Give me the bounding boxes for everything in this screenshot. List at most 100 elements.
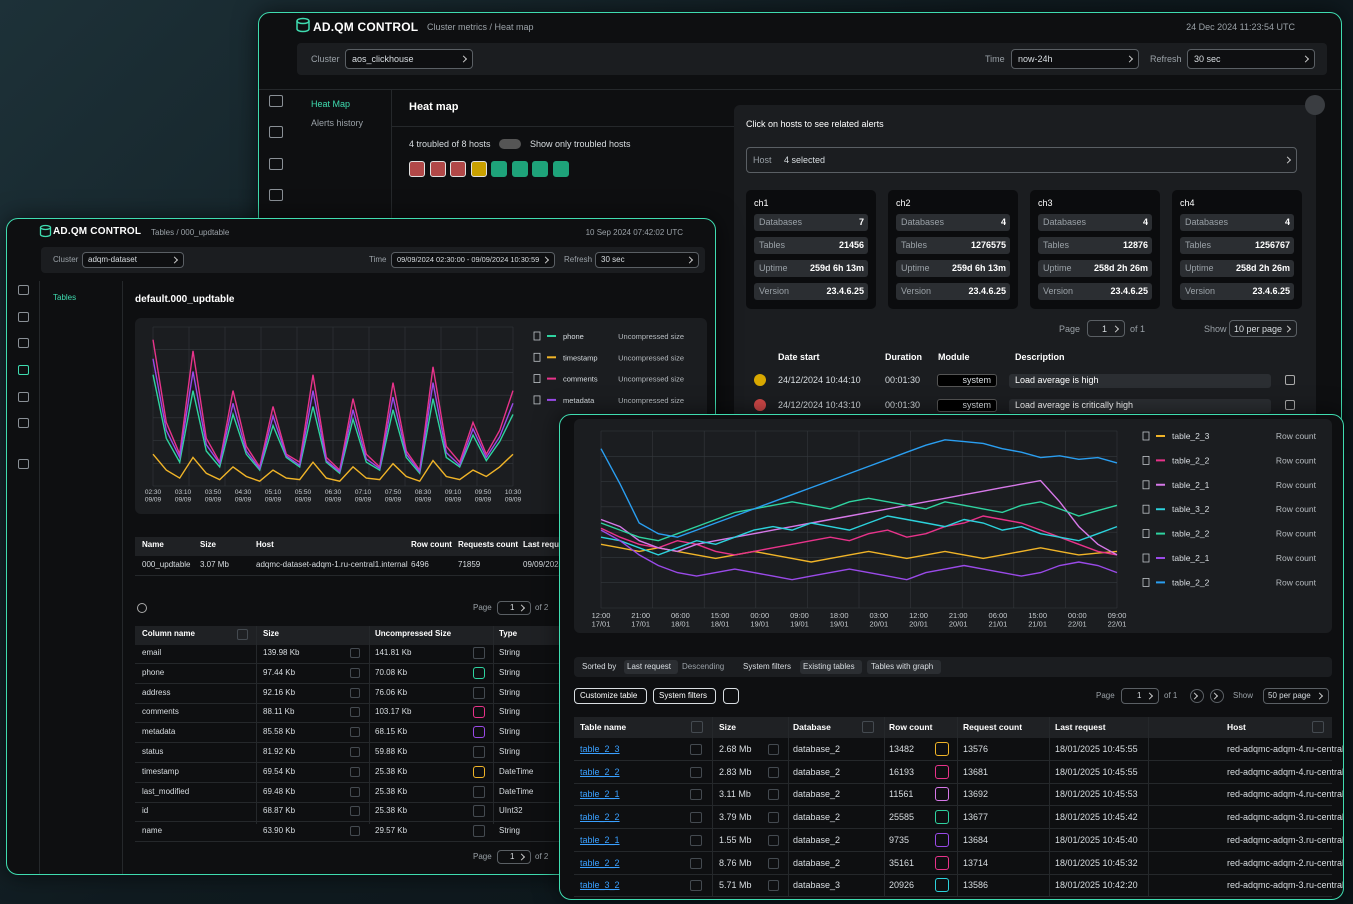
graph-icon[interactable] — [768, 880, 779, 892]
graph-icon[interactable] — [935, 878, 949, 893]
sidebar-icon[interactable] — [18, 418, 29, 428]
time-select[interactable] — [391, 252, 555, 268]
expand-button[interactable] — [1312, 721, 1324, 733]
sidebar-icon[interactable] — [18, 365, 29, 375]
graph-icon[interactable] — [473, 686, 485, 699]
prev-page[interactable] — [1190, 689, 1204, 703]
sidebar-icon[interactable] — [269, 158, 283, 170]
graph-icon[interactable] — [350, 707, 360, 718]
cluster-select[interactable] — [82, 252, 184, 268]
expand-button[interactable] — [691, 721, 703, 733]
host-cell[interactable] — [450, 161, 466, 177]
host-cell[interactable] — [511, 161, 528, 177]
delete-icon[interactable] — [533, 395, 541, 405]
action-icon[interactable] — [690, 744, 702, 755]
sidebar-icon[interactable] — [269, 126, 283, 138]
graph-icon[interactable] — [935, 832, 949, 847]
graph-icon[interactable] — [350, 766, 360, 777]
graph-icon[interactable] — [350, 747, 360, 757]
graph-icon[interactable] — [350, 727, 360, 738]
host-select[interactable] — [746, 147, 1297, 173]
button[interactable] — [653, 688, 716, 704]
sidebar-icon[interactable] — [18, 312, 29, 322]
open-link[interactable] — [1285, 375, 1295, 385]
graph-icon[interactable] — [935, 855, 949, 870]
action-icon[interactable] — [690, 880, 702, 892]
delete-icon[interactable] — [1142, 577, 1150, 587]
action-icon[interactable] — [690, 766, 702, 778]
next-page[interactable] — [1210, 689, 1224, 703]
action-icon[interactable] — [690, 812, 702, 824]
page-input[interactable] — [1087, 320, 1125, 337]
delete-icon[interactable] — [1142, 456, 1150, 465]
cluster-select[interactable] — [345, 49, 473, 69]
graph-icon[interactable] — [350, 687, 360, 698]
graph-icon[interactable] — [350, 826, 360, 837]
expand-button[interactable] — [237, 629, 248, 640]
sort-chip[interactable] — [624, 660, 678, 674]
graph-icon[interactable] — [473, 746, 485, 758]
action-icon[interactable] — [690, 857, 702, 869]
button[interactable] — [574, 688, 647, 704]
graph-icon[interactable] — [350, 667, 360, 678]
delete-icon[interactable] — [533, 331, 541, 341]
delete-icon[interactable] — [533, 352, 541, 362]
host-cell[interactable] — [491, 161, 507, 177]
host-cell[interactable] — [409, 161, 425, 177]
sidebar-icon[interactable] — [18, 392, 29, 402]
delete-icon[interactable] — [1142, 553, 1150, 563]
host-cell[interactable] — [532, 161, 548, 177]
sidebar-icon[interactable] — [269, 95, 283, 107]
refresh-select[interactable] — [595, 252, 699, 268]
host-cell[interactable] — [429, 161, 446, 177]
sidebar-icon[interactable] — [18, 285, 29, 295]
per-page-select[interactable] — [1229, 320, 1297, 337]
graph-icon[interactable] — [473, 765, 485, 778]
graph-icon[interactable] — [768, 789, 779, 801]
graph-icon[interactable] — [473, 785, 485, 798]
per-page-select[interactable] — [1263, 688, 1329, 704]
graph-icon[interactable] — [935, 810, 949, 825]
sort-order[interactable]: Descending — [682, 662, 725, 671]
refresh-select[interactable] — [1187, 49, 1315, 69]
open-link[interactable] — [1285, 400, 1295, 410]
nav-item[interactable]: Tables — [53, 293, 77, 302]
graph-icon[interactable] — [768, 857, 779, 869]
sidebar-icon[interactable] — [18, 459, 29, 469]
graph-icon[interactable] — [935, 742, 949, 756]
graph-icon[interactable] — [473, 647, 485, 659]
graph-icon[interactable] — [473, 706, 485, 719]
sidebar-icon[interactable] — [269, 189, 283, 201]
page-input[interactable] — [497, 601, 531, 615]
graph-icon[interactable] — [768, 812, 779, 824]
graph-icon[interactable] — [473, 825, 485, 838]
graph-icon[interactable] — [768, 766, 779, 778]
host-cell[interactable] — [552, 161, 569, 177]
graph-icon[interactable] — [473, 666, 485, 679]
graph-icon[interactable] — [350, 786, 360, 797]
settings-button[interactable] — [723, 688, 739, 704]
filter-chip[interactable] — [867, 660, 941, 674]
toggle[interactable] — [499, 139, 521, 149]
delete-icon[interactable] — [1142, 431, 1150, 441]
delete-icon[interactable] — [533, 374, 541, 384]
graph-icon[interactable] — [935, 787, 949, 802]
graph-icon[interactable] — [350, 648, 360, 658]
graph-icon[interactable] — [768, 834, 779, 846]
reload-button[interactable] — [137, 603, 147, 613]
filter-chip[interactable] — [800, 660, 862, 674]
page-input[interactable] — [497, 850, 531, 864]
graph-icon[interactable] — [473, 805, 485, 818]
host-cell[interactable] — [470, 161, 487, 177]
graph-icon[interactable] — [350, 806, 360, 817]
nav-item[interactable]: Heat Map — [311, 99, 351, 109]
page-input[interactable] — [1121, 688, 1159, 704]
close-button[interactable] — [1305, 95, 1325, 115]
action-icon[interactable] — [690, 834, 702, 846]
expand-button[interactable] — [862, 721, 874, 733]
delete-icon[interactable] — [1142, 480, 1150, 490]
nav-item[interactable]: Alerts history — [311, 118, 364, 128]
graph-icon[interactable] — [473, 726, 485, 739]
time-select[interactable] — [1011, 49, 1139, 69]
delete-icon[interactable] — [1142, 504, 1150, 514]
